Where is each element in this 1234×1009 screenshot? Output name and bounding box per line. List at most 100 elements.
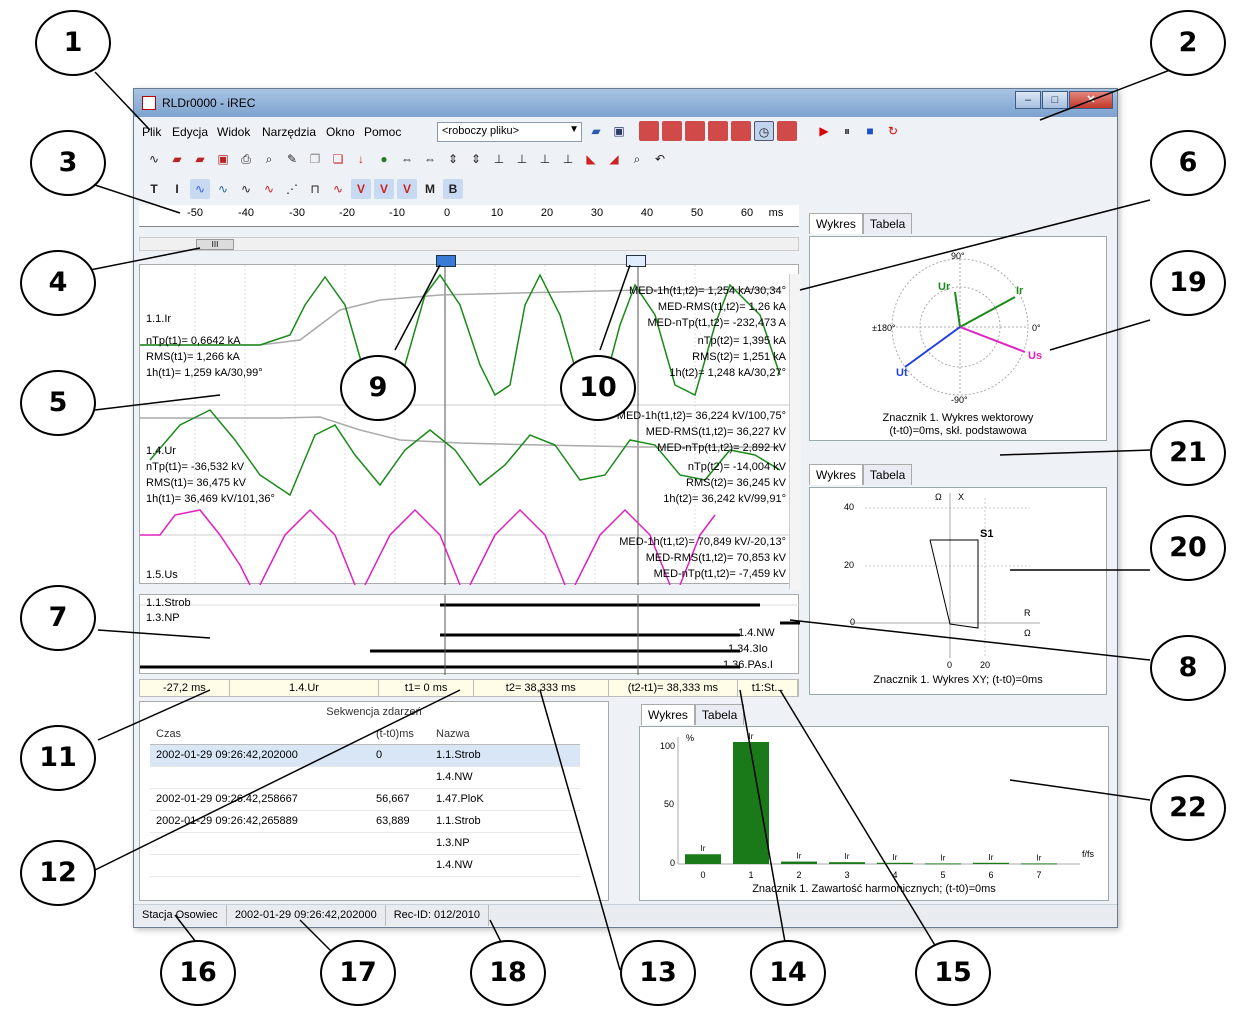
chevron-down-icon: ▼ [569,124,579,135]
tab-wykres[interactable]: Wykres [641,704,695,725]
tool-red-6-icon[interactable] [777,121,797,141]
clock-icon[interactable]: ◷ [754,121,774,141]
red-wave-icon[interactable]: ∿ [263,182,275,196]
waveform-chart[interactable]: 1.1.Ir nTp(t1)= 0,6642 kA RMS(t1)= 1,266… [139,264,800,586]
ruler-tick: -20 [339,207,355,219]
column-header[interactable]: Nazwa [430,724,580,745]
rms-wave-icon[interactable]: ∿ [217,182,229,196]
chart-vscroll[interactable] [789,274,801,589]
channel-name-ur: 1.4.Ur [146,445,176,457]
harmonic-bar-label: Ir [941,853,946,862]
trace-3-icon[interactable]: ⊥ [539,152,551,166]
event-dt [370,766,430,789]
wave-icon[interactable]: ∿ [190,179,210,199]
print-preview-icon[interactable]: ⌕ [265,152,273,166]
callout-1: 1 [35,10,111,76]
paste-icon[interactable]: ❏ [332,152,344,166]
tool-red-3-icon[interactable] [685,121,705,141]
zoom-in-h-icon[interactable]: ⇔ [401,152,413,166]
t2-value: t2= 38,333 ms [474,680,609,696]
menu-widok[interactable]: Widok [217,125,251,139]
loop-icon[interactable]: ↻ [887,124,899,138]
menu-pomoc[interactable]: Pomoc [364,125,402,139]
v2-icon[interactable]: V [374,179,394,199]
zoom-out-h-icon[interactable]: ⇔ [424,152,436,166]
digital-svg [140,595,800,675]
tool-red-1-icon[interactable] [639,121,659,141]
channel-name-us: 1.5.Us [146,569,178,581]
tab-wykres[interactable]: Wykres [809,464,863,485]
callout-9: 9 [340,355,416,421]
stop-icon[interactable]: ■ [866,124,874,138]
marker-t1-handle[interactable] [436,255,456,267]
v3-icon[interactable]: V [397,179,417,199]
scroll-thumb[interactable]: III [196,239,234,250]
save-icon[interactable]: ▣ [613,124,625,138]
tab-tabela[interactable]: Tabela [862,213,913,234]
tab-tabela[interactable]: Tabela [862,464,913,485]
xy-marker-s1: S1 [980,528,994,540]
step-icon[interactable]: ⊓ [310,182,320,196]
menu-okno[interactable]: Okno [326,125,355,139]
tool-red-4-icon[interactable] [708,121,728,141]
maximize-button[interactable]: □ [1042,91,1068,109]
colors-icon[interactable]: ● [380,152,388,166]
project-combo[interactable]: <roboczy pliku> ▼ [437,122,582,142]
harmonic-bar-label: Ir [845,852,850,861]
table-row[interactable]: 1.3.NP [150,832,580,855]
ramp-icon[interactable]: ◢ [609,152,619,166]
harmonic-icon[interactable]: ∿ [332,182,344,196]
menu-narzedzia[interactable]: Narzędzia [262,125,317,139]
marker-t2-handle[interactable] [626,255,646,267]
pause-icon[interactable]: ⏸ [843,124,850,138]
xy-unit-y: Ω [935,492,942,502]
copy-icon[interactable]: ❐ [309,152,321,166]
zoom-in-v-icon[interactable]: ⇕ [447,152,459,166]
time-scrollbar[interactable]: III [139,237,799,251]
trace-4-icon[interactable]: ⊥ [562,152,574,166]
t1-value: t1= 0 ms [379,680,474,696]
digital-chart: 1.1.Strob 1.3.NP 1.4.NW 1.34.3Io 1.36.PA… [139,594,800,675]
xy-x-tick: 0 [947,660,953,670]
menu-edycja[interactable]: Edycja [172,125,209,139]
play-icon[interactable]: ▶ [819,124,829,138]
scatter-icon[interactable]: ⋰ [286,182,298,196]
tab-wykres[interactable]: Wykres [809,213,863,234]
tool-red-2-icon[interactable] [662,121,682,141]
time-mode-icon[interactable]: T [150,182,158,196]
event-name: 1.4.NW [430,854,580,877]
channel-mode-icon[interactable]: I [175,182,179,196]
vector-panel: 90° -90° ±180° 0° Ur Ir Us Ut Znacznik 1… [809,236,1107,441]
m-menu-icon[interactable]: M [425,182,435,196]
new-icon[interactable]: ∿ [148,152,160,166]
tool-red-5-icon[interactable] [731,121,751,141]
wrench-icon[interactable]: ✎ [286,152,298,166]
trace-1-icon[interactable]: ⊥ [493,152,505,166]
table-row[interactable]: 2002-01-29 09:26:42,258667 56,667 1.47.Plo… [150,788,580,811]
table-row[interactable]: 1.4.NW [150,854,580,877]
save-file-icon[interactable]: ▣ [217,152,229,166]
minimize-button[interactable]: – [1015,91,1041,109]
open-icon[interactable]: ▰ [172,152,182,166]
v1-icon[interactable]: V [351,179,371,199]
trace-2-icon[interactable]: ⊥ [516,152,528,166]
search-icon[interactable]: ⌕ [633,152,641,166]
tab-tabela[interactable]: Tabela [694,704,745,725]
station-name: Stacja Osowiec [134,905,227,926]
zoom-out-v-icon[interactable]: ⇕ [470,152,482,166]
column-header[interactable]: Czas [150,724,370,745]
open-folder-icon[interactable]: ▰ [591,124,601,138]
bold-b-icon[interactable]: B [443,179,463,199]
undo-icon[interactable]: ↶ [654,152,666,166]
peak-wave-icon[interactable]: ∿ [240,182,252,196]
record-datetime: 2002-01-29 09:26:42,202000 [227,905,386,926]
ruler-tick: -40 [238,207,254,219]
table-row[interactable]: 1.4.NW [150,766,580,789]
harm-y-tick: 100 [660,741,676,751]
open-recent-icon[interactable]: ▰ [195,152,205,166]
column-header[interactable]: (t-t0)ms [370,724,430,745]
print-icon[interactable]: ⎙ [241,152,251,166]
impedance-icon[interactable]: ◣ [586,152,596,166]
marker-down-icon[interactable]: ↓ [358,152,364,166]
menu-plik[interactable]: Plik [142,125,162,139]
